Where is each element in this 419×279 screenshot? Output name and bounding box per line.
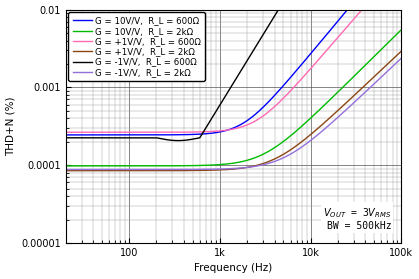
G = 10V/V,  R_L = 600Ω — [63, 133, 68, 137]
G = +1V/V,  R_L = 600Ω — [328, 45, 333, 48]
X-axis label: Frequency (Hz): Frequency (Hz) — [194, 263, 273, 273]
G = 10V/V,  R_L = 2kΩ — [63, 164, 68, 168]
G = +1V/V,  R_L = 2kΩ — [389, 59, 394, 62]
G = 10V/V,  R_L = 600Ω — [80, 133, 85, 137]
G = 10V/V,  R_L = 600Ω — [226, 128, 231, 131]
Line: G = +1V/V,  R_L = 2kΩ: G = +1V/V, R_L = 2kΩ — [66, 51, 401, 171]
G = 10V/V,  R_L = 600Ω — [328, 29, 333, 32]
G = 10V/V,  R_L = 600Ω — [217, 130, 222, 134]
Line: G = +1V/V,  R_L = 600Ω: G = +1V/V, R_L = 600Ω — [66, 0, 401, 132]
Line: G = -1V/V,  R_L = 2kΩ: G = -1V/V, R_L = 2kΩ — [66, 58, 401, 170]
G = 10V/V,  R_L = 2kΩ — [80, 164, 85, 168]
G = +1V/V,  R_L = 2kΩ — [399, 49, 404, 53]
G = -1V/V,  R_L = 600Ω — [80, 136, 85, 140]
G = 10V/V,  R_L = 2kΩ — [217, 163, 222, 166]
G = -1V/V,  R_L = 600Ω — [227, 88, 232, 92]
G = -1V/V,  R_L = 2kΩ — [217, 167, 222, 171]
Y-axis label: THD+N (%): THD+N (%) — [5, 97, 16, 156]
G = +1V/V,  R_L = 600Ω — [63, 131, 68, 134]
G = -1V/V,  R_L = 2kΩ — [328, 122, 333, 126]
G = -1V/V,  R_L = 2kΩ — [226, 167, 231, 170]
G = +1V/V,  R_L = 2kΩ — [217, 168, 222, 172]
G = 10V/V,  R_L = 2kΩ — [389, 37, 394, 41]
Line: G = -1V/V,  R_L = 600Ω: G = -1V/V, R_L = 600Ω — [66, 0, 401, 141]
G = 10V/V,  R_L = 2kΩ — [389, 38, 394, 41]
G = -1V/V,  R_L = 2kΩ — [399, 56, 404, 60]
Text: $V_{OUT}$ = 3$V_{RMS}$
BW = 500kHz: $V_{OUT}$ = 3$V_{RMS}$ BW = 500kHz — [323, 206, 391, 231]
G = +1V/V,  R_L = 2kΩ — [328, 116, 333, 119]
Line: G = 10V/V,  R_L = 600Ω: G = 10V/V, R_L = 600Ω — [66, 0, 401, 135]
G = -1V/V,  R_L = 2kΩ — [389, 66, 394, 69]
G = +1V/V,  R_L = 2kΩ — [80, 169, 85, 172]
G = +1V/V,  R_L = 600Ω — [226, 128, 231, 131]
G = +1V/V,  R_L = 600Ω — [217, 129, 222, 133]
G = +1V/V,  R_L = 600Ω — [80, 131, 85, 134]
G = +1V/V,  R_L = 2kΩ — [226, 168, 231, 171]
Legend: G = 10V/V,  R_L = 600Ω, G = 10V/V,  R_L = 2kΩ, G = +1V/V,  R_L = 600Ω, G = +1V/V: G = 10V/V, R_L = 600Ω, G = 10V/V, R_L = … — [68, 12, 205, 81]
G = -1V/V,  R_L = 600Ω — [218, 103, 223, 106]
G = -1V/V,  R_L = 2kΩ — [389, 66, 394, 69]
Line: G = 10V/V,  R_L = 2kΩ: G = 10V/V, R_L = 2kΩ — [66, 30, 401, 166]
G = 10V/V,  R_L = 2kΩ — [328, 98, 333, 101]
G = 10V/V,  R_L = 2kΩ — [399, 28, 404, 31]
G = 10V/V,  R_L = 2kΩ — [226, 162, 231, 165]
G = -1V/V,  R_L = 600Ω — [176, 139, 181, 142]
G = -1V/V,  R_L = 2kΩ — [63, 168, 68, 171]
G = +1V/V,  R_L = 2kΩ — [389, 59, 394, 62]
G = -1V/V,  R_L = 2kΩ — [80, 168, 85, 171]
G = +1V/V,  R_L = 2kΩ — [63, 169, 68, 172]
G = -1V/V,  R_L = 600Ω — [63, 136, 68, 140]
